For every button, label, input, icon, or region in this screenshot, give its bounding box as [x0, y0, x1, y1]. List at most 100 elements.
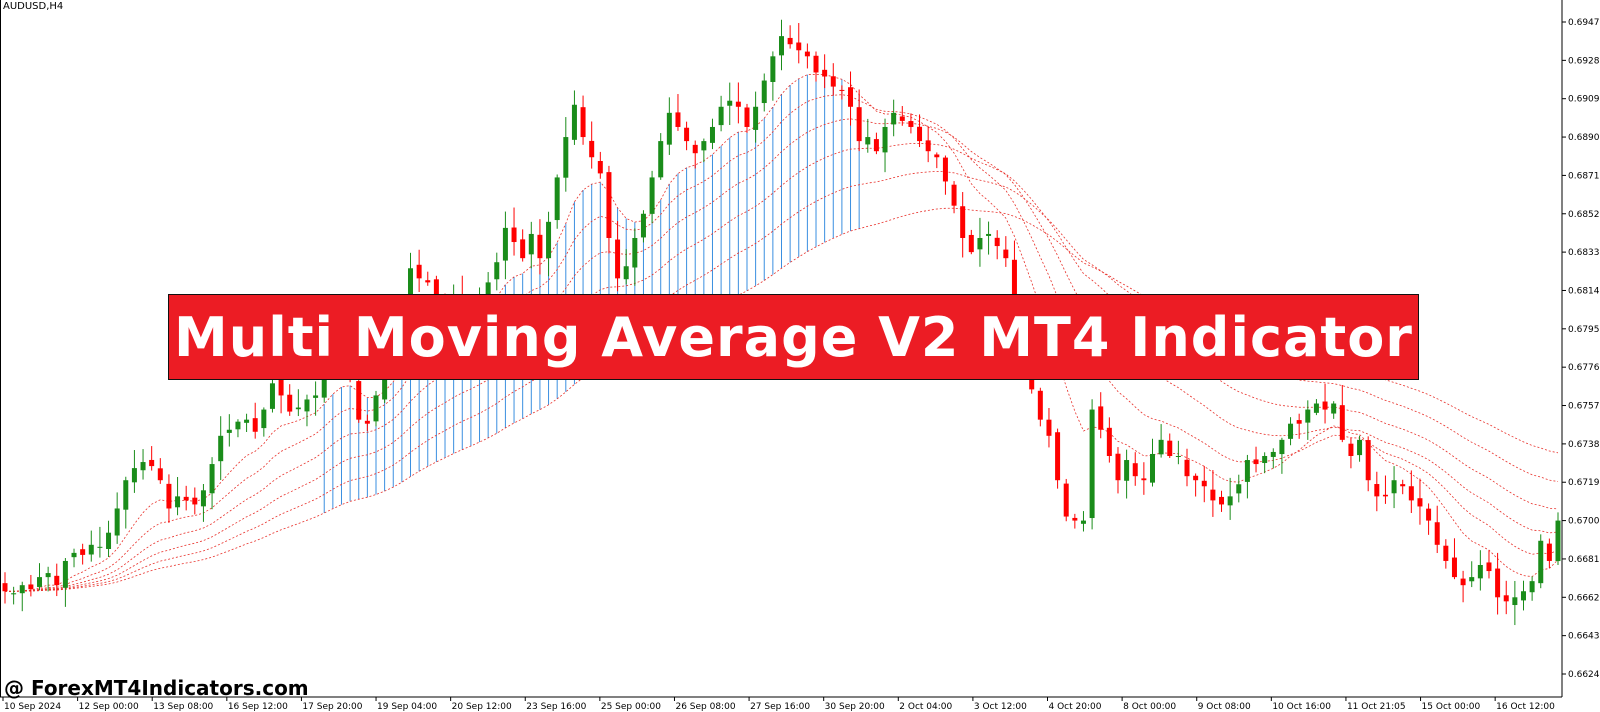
candle-body — [192, 497, 198, 505]
candle — [1227, 477, 1233, 520]
time-tick-label: 17 Sep 20:00 — [302, 702, 362, 712]
candle — [175, 476, 181, 516]
candle-body — [494, 262, 500, 280]
candle — [1141, 462, 1147, 495]
time-tick-label: 2 Oct 04:00 — [899, 702, 952, 712]
candle-body — [166, 483, 172, 509]
candle-body — [123, 480, 129, 510]
candle-body — [1279, 439, 1285, 455]
candle — [200, 483, 206, 522]
candle — [131, 450, 137, 493]
candle — [313, 381, 319, 416]
candle — [1124, 449, 1130, 499]
candle — [856, 89, 862, 152]
candle-body — [1253, 459, 1259, 465]
candle-body — [1175, 455, 1181, 457]
candle-body — [175, 496, 181, 508]
candle — [218, 416, 224, 481]
candle-body — [140, 462, 146, 471]
candle-body — [1158, 439, 1164, 455]
candle — [779, 19, 784, 71]
candle-body — [45, 573, 51, 578]
candle — [873, 132, 879, 155]
candle-body — [114, 508, 120, 536]
candle-body — [908, 121, 914, 127]
candle-body — [1382, 494, 1388, 497]
candle-body — [520, 239, 526, 259]
candle — [839, 85, 845, 100]
candle — [1193, 473, 1199, 497]
candle-body — [1477, 564, 1483, 579]
candle-body — [321, 365, 327, 398]
symbol-timeframe-label: AUDUSD,H4 — [3, 1, 64, 12]
candle — [1175, 440, 1181, 465]
candle-body — [917, 126, 923, 142]
candle-body — [88, 544, 94, 555]
candle-body — [1400, 484, 1406, 487]
candle-body — [80, 549, 86, 555]
candle — [554, 174, 560, 229]
candle — [304, 394, 310, 427]
candle — [2, 572, 8, 604]
candle-body — [925, 140, 931, 152]
candle — [149, 446, 155, 471]
time-tick-label: 25 Sep 00:00 — [601, 702, 661, 712]
candle — [1288, 417, 1294, 446]
time-tick-label: 13 Sep 08:00 — [153, 702, 213, 712]
candle-body — [554, 177, 560, 221]
candle — [1149, 438, 1155, 487]
candle-body — [382, 365, 388, 400]
candle — [1400, 479, 1406, 495]
candle-body — [1391, 480, 1397, 494]
candle — [54, 563, 60, 597]
candle-body — [1219, 496, 1225, 505]
candle — [718, 95, 724, 132]
candle-body — [813, 55, 819, 73]
candle — [563, 117, 569, 192]
candle — [295, 389, 301, 417]
time-tick-label: 11 Oct 21:05 — [1347, 702, 1406, 712]
candle-body — [735, 101, 741, 107]
candle — [28, 574, 34, 597]
time-tick-label: 16 Oct 12:00 — [1496, 702, 1555, 712]
time-tick-label: 3 Oct 12:00 — [974, 702, 1027, 712]
candle-body — [408, 268, 414, 299]
candle-body — [1426, 508, 1432, 521]
candle — [692, 140, 698, 169]
candle — [45, 566, 51, 592]
candle — [1080, 511, 1086, 532]
candle — [364, 414, 370, 432]
candle-body — [796, 42, 802, 51]
candle — [615, 221, 621, 292]
candle-body — [571, 104, 577, 140]
candle-body — [873, 139, 879, 152]
candle — [761, 73, 767, 112]
candle-body — [1313, 403, 1319, 413]
candle — [1339, 385, 1345, 443]
candle — [796, 23, 802, 64]
moving-average-line — [4, 94, 1559, 592]
candle-body — [19, 585, 25, 594]
candle-body — [183, 496, 189, 501]
candle-body — [1124, 460, 1130, 481]
candle — [1451, 538, 1457, 580]
candle-body — [537, 234, 543, 259]
candle-body — [1469, 577, 1475, 582]
candle — [1037, 387, 1043, 427]
candle — [511, 207, 517, 256]
candle-body — [649, 177, 655, 214]
candle — [1132, 452, 1138, 486]
candle-body — [1201, 480, 1207, 487]
candle — [1529, 576, 1535, 601]
candle — [942, 155, 948, 195]
candle-body — [589, 140, 595, 158]
candle — [97, 526, 103, 558]
candle-body — [1244, 460, 1250, 482]
candle-body — [632, 237, 638, 268]
candle — [960, 192, 966, 258]
candle-body — [209, 464, 215, 494]
candle-body — [1434, 522, 1440, 545]
